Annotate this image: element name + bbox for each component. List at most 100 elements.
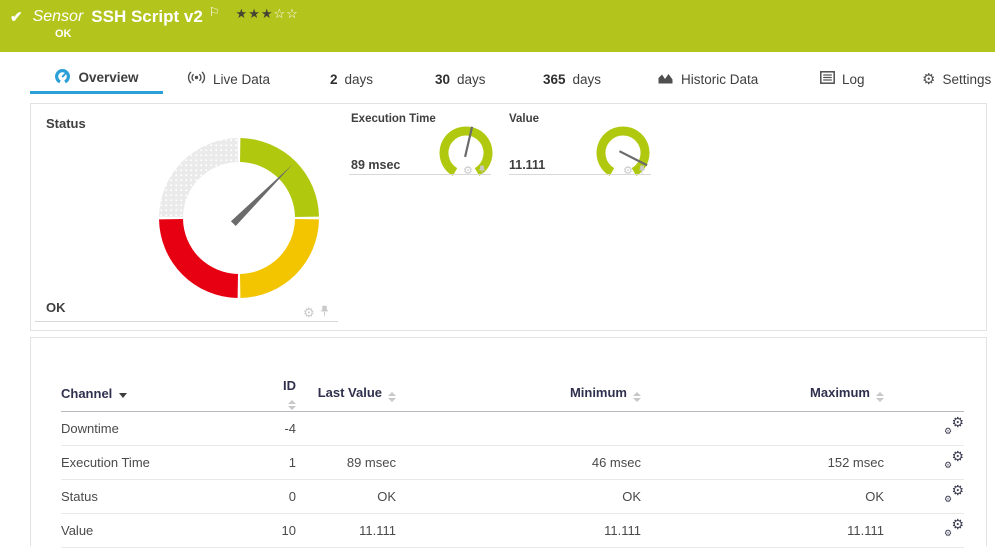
cell-id: 1: [271, 445, 296, 480]
gauge-segment-down: [159, 219, 238, 298]
cell-minimum: OK: [396, 479, 641, 514]
cell-channel: Downtime: [61, 411, 271, 446]
cell-id: 10: [271, 513, 296, 548]
column-header-last-value-label: Last Value: [317, 385, 382, 401]
tab-historic-data[interactable]: Historic Data: [657, 64, 758, 94]
cell-last-value: OK: [296, 479, 396, 514]
pin-icon[interactable]: [638, 165, 646, 178]
channels-table: Channel ID Last Value Minimum Maximum: [61, 377, 964, 548]
divider: [35, 321, 338, 322]
cell-id: -4: [271, 411, 296, 446]
table-row: Execution Time 1 89 msec 46 msec 152 mse…: [61, 445, 964, 480]
tab-log[interactable]: Log: [820, 64, 865, 94]
gauge-settings-icon[interactable]: ⚙: [463, 165, 473, 177]
sort-icon: [876, 392, 884, 403]
cell-channel: Execution Time: [61, 445, 271, 480]
cell-channel: Value: [61, 513, 271, 548]
column-header-last-value[interactable]: Last Value: [296, 377, 396, 412]
page-title: SSH Script v2: [91, 7, 203, 26]
cell-id: 0: [271, 479, 296, 514]
cell-minimum: [396, 411, 641, 446]
stars-empty: ☆☆: [273, 6, 299, 21]
column-header-minimum-label: Minimum: [569, 385, 627, 401]
sensor-header: ✔ Sensor SSH Script v2 ⚐ ★★★☆☆ OK: [0, 0, 995, 52]
cell-maximum: OK: [641, 479, 884, 514]
cell-last-value: 89 msec: [296, 445, 396, 480]
stars-filled: ★★★: [235, 6, 274, 21]
divider: [349, 174, 491, 175]
sort-icon: [388, 392, 396, 403]
tab-historic-data-label: Historic Data: [681, 71, 759, 87]
column-header-maximum-label: Maximum: [810, 385, 870, 401]
status-gauge-value: OK: [46, 300, 66, 315]
status-check-icon: ✔: [10, 9, 23, 26]
column-header-id-label: ID: [283, 377, 296, 393]
tab-365-days-label: days: [572, 71, 602, 87]
cell-last-value: [296, 411, 396, 446]
tab-2-days-label: days: [344, 71, 374, 87]
gauge-needle: [230, 164, 293, 227]
value-gauge[interactable]: [593, 123, 653, 183]
tab-365-days[interactable]: 365 days: [543, 64, 601, 94]
execution-time-gauge-value: 89 msec: [351, 158, 401, 172]
execution-time-gauge[interactable]: [436, 123, 496, 183]
tab-live-data-label: Live Data: [213, 71, 271, 87]
gauge-icon: [54, 68, 71, 88]
flag-icon[interactable]: ⚐: [208, 5, 220, 19]
tab-30-days-number: 30: [435, 71, 451, 87]
table-row: Downtime -4 ⚙ ⚙: [61, 411, 964, 446]
column-header-maximum[interactable]: Maximum: [641, 377, 884, 412]
value-gauge-value: 11.111: [509, 158, 546, 172]
tab-30-days[interactable]: 30 days: [435, 64, 486, 94]
channel-settings-icon[interactable]: ⚙ ⚙: [944, 515, 964, 538]
gauge-segment-unknown: [159, 138, 238, 217]
tab-2-days[interactable]: 2 days: [330, 64, 373, 94]
sort-icon: [288, 399, 296, 410]
tab-log-label: Log: [842, 71, 865, 87]
tab-live-data[interactable]: Live Data: [187, 64, 270, 94]
value-gauge-title: Value: [509, 113, 540, 125]
tab-365-days-number: 365: [543, 71, 566, 87]
table-row: Value 10 11.111 11.111 11.111 ⚙ ⚙: [61, 513, 964, 548]
status-gauge[interactable]: [155, 134, 323, 302]
log-list-icon: [820, 71, 835, 87]
tab-overview[interactable]: Overview: [30, 64, 163, 94]
pin-icon[interactable]: [478, 165, 486, 178]
column-header-minimum[interactable]: Minimum: [396, 377, 641, 412]
column-header-id[interactable]: ID: [271, 377, 296, 412]
cell-maximum: 11.111: [641, 513, 884, 548]
tab-30-days-label: days: [457, 71, 486, 87]
table-row: Status 0 OK OK OK ⚙ ⚙: [61, 479, 964, 514]
gauge-settings-icon[interactable]: ⚙: [303, 305, 315, 320]
status-gauge-title: Status: [46, 116, 86, 131]
cell-channel: Status: [61, 479, 271, 514]
cell-minimum: 46 msec: [396, 445, 641, 480]
gauge-needle: [464, 126, 474, 158]
channels-panel: Channel ID Last Value Minimum Maximum: [30, 337, 987, 548]
column-header-channel-label: Channel: [61, 386, 113, 402]
priority-rating[interactable]: ★★★☆☆: [236, 6, 299, 22]
pin-icon[interactable]: [320, 305, 329, 320]
divider: [509, 174, 651, 175]
sort-desc-icon: [119, 393, 128, 399]
sort-icon: [633, 392, 641, 403]
channel-settings-icon[interactable]: ⚙ ⚙: [944, 447, 964, 470]
cell-last-value: 11.111: [296, 513, 396, 548]
gauge-settings-icon[interactable]: ⚙: [623, 165, 633, 177]
channel-settings-icon[interactable]: ⚙ ⚙: [944, 413, 964, 436]
cell-minimum: 11.111: [396, 513, 641, 548]
area-chart-icon: [657, 71, 674, 88]
gear-icon: ⚙: [922, 70, 936, 88]
tab-2-days-number: 2: [330, 71, 338, 87]
column-header-channel[interactable]: Channel: [61, 377, 271, 412]
cell-maximum: 152 msec: [641, 445, 884, 480]
gauge-segment-warning: [240, 219, 319, 298]
broadcast-icon: [187, 70, 206, 88]
cell-maximum: [641, 411, 884, 446]
overview-gauges-panel: Status OK ⚙ Execution Time 89 msec ⚙: [30, 103, 987, 331]
tab-settings-label: Settings: [942, 71, 992, 87]
sensor-status-text: OK: [55, 28, 72, 40]
tab-overview-label: Overview: [78, 70, 139, 85]
tab-settings[interactable]: ⚙ Settings: [922, 64, 991, 94]
channel-settings-icon[interactable]: ⚙ ⚙: [944, 481, 964, 504]
